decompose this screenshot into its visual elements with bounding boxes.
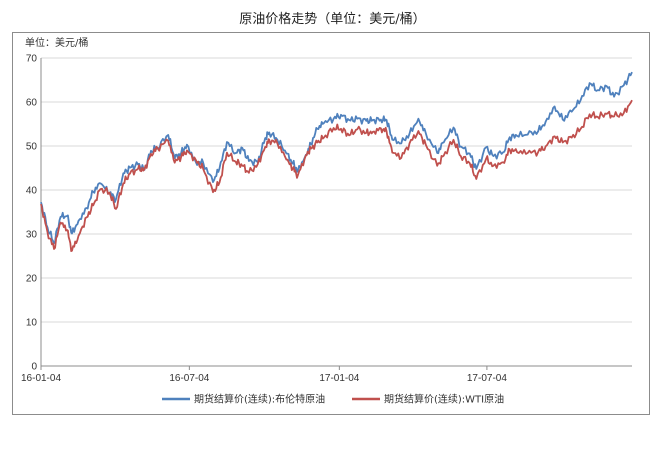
series-lines [40,71,633,253]
legend: 期货结算价(连续):布伦特原油 期货结算价(连续):WTI原油 [162,393,504,406]
y-tick-label: 70 [26,54,38,65]
x-tick-label: 16-07-04 [169,373,209,384]
chart-frame [12,32,650,415]
gridlines [41,57,632,323]
x-tick-labels: 16-01-04 16-07-04 17-01-04 17-07-04 [21,366,507,384]
legend-label-1: 期货结算价(连续):布伦特原油 [194,393,325,406]
y-tick-labels: 0 10 20 30 40 50 60 70 [26,54,38,373]
y-tick-label: 0 [31,362,37,373]
chart-svg: 单位：美元/桶 0 10 20 30 40 50 60 70 16-01-04 16-07-04… [21,36,633,406]
x-tick-label: 17-01-04 [319,373,359,384]
series-line-2 [40,99,633,253]
y-tick-label: 10 [26,318,38,329]
series-line-1 [40,71,633,245]
y-tick-label: 60 [26,98,38,109]
legend-label-2: 期货结算价(连续):WTI原油 [384,393,504,406]
y-tick-label: 40 [26,186,38,197]
y-tick-label: 50 [26,142,38,153]
y-tick-label: 20 [26,274,38,285]
x-tick-label: 17-07-04 [467,373,507,384]
x-tick-label: 16-01-04 [21,373,61,384]
chart-title: 原油价格走势（单位：美元/桶） [239,12,426,27]
unit-label: 单位：美元/桶 [25,36,88,49]
y-tick-label: 30 [26,230,38,241]
axes [40,58,632,367]
